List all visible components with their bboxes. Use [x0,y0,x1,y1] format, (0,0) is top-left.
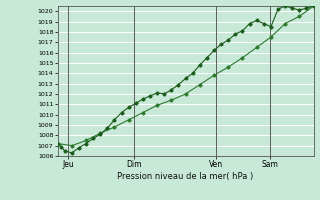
X-axis label: Pression niveau de la mer( hPa ): Pression niveau de la mer( hPa ) [117,172,254,181]
